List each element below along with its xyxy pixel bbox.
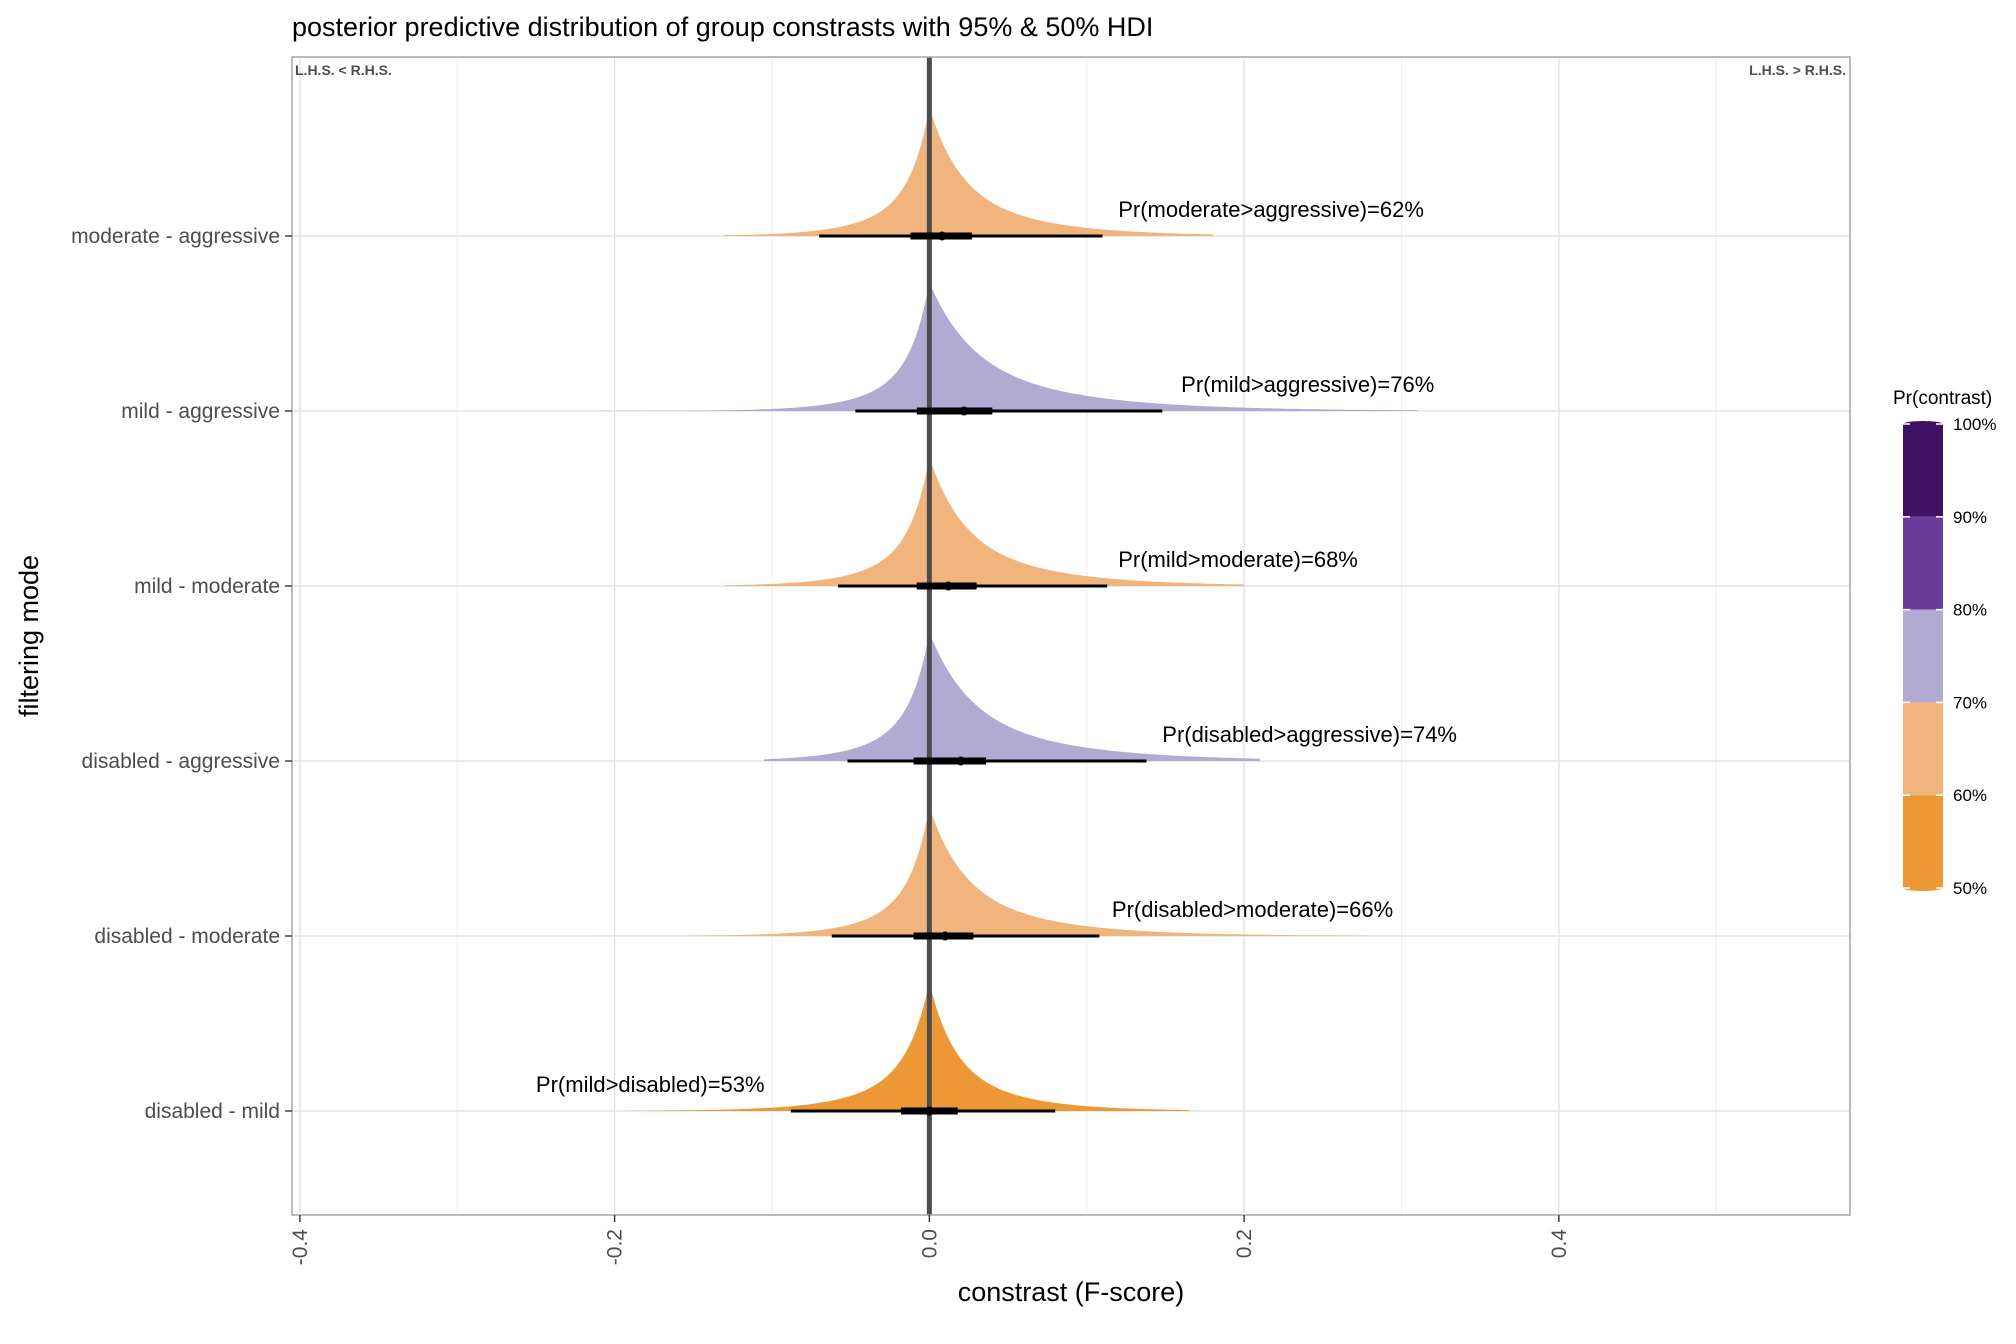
median-point: [943, 581, 953, 591]
probability-annotations: Pr(moderate>aggressive)=62% Pr(mild>aggre…: [536, 197, 1457, 1097]
x-axis: -0.4 -0.2 0.0 0.2 0.4: [289, 1215, 1571, 1265]
density-disabled-aggressive: [764, 634, 1260, 761]
legend-swatch: [1903, 424, 1943, 517]
probability-annotation: Pr(mild>aggressive)=76%: [1181, 372, 1434, 397]
x-tick-label: -0.4: [289, 1229, 312, 1266]
y-axis: moderate - aggressive mild - aggressive mi…: [71, 225, 292, 1123]
legend-swatch: [1903, 702, 1943, 796]
legend-swatch: [1903, 609, 1943, 703]
legend-label: 90%: [1953, 508, 1987, 527]
y-tick-label: moderate - aggressive: [71, 225, 280, 248]
legend-cap-bottom: [1903, 885, 1943, 891]
density-layer: [488, 108, 1418, 1111]
legend-swatch: [1903, 795, 1943, 888]
median-point: [924, 1106, 934, 1116]
legend-label: 60%: [1953, 786, 1987, 805]
legend-swatch: [1903, 516, 1943, 610]
probability-annotation: Pr(disabled>moderate)=66%: [1112, 897, 1393, 922]
y-tick-label: disabled - mild: [145, 1100, 280, 1123]
x-tick-label: -0.2: [604, 1229, 627, 1265]
x-axis-title: constrast (F-score): [958, 1277, 1185, 1307]
median-point: [959, 406, 969, 416]
y-tick-label: disabled - aggressive: [82, 750, 280, 773]
legend-label: 70%: [1953, 693, 1987, 712]
density-disabled-mild: [630, 983, 1189, 1111]
median-point: [940, 931, 950, 941]
median-point: [937, 231, 947, 241]
x-tick-label: 0.0: [918, 1229, 941, 1258]
x-tick-label: 0.4: [1548, 1229, 1571, 1259]
y-tick-label: mild - moderate: [134, 575, 280, 598]
hdi-intervals: [790, 231, 1163, 1116]
probability-annotation: Pr(moderate>aggressive)=62%: [1118, 197, 1424, 222]
legend-label: 80%: [1953, 601, 1987, 620]
legend-label: 100%: [1953, 415, 1996, 434]
chart-title: posterior predictive distribution of gro…: [292, 12, 1153, 42]
density-disabled-moderate: [488, 812, 1402, 936]
y-tick-label: mild - aggressive: [121, 400, 280, 423]
legend-label: 50%: [1953, 879, 1987, 898]
y-tick-label: disabled - moderate: [94, 925, 280, 948]
density-moderate-aggressive: [724, 108, 1213, 236]
probability-annotation: Pr(mild>disabled)=53%: [536, 1072, 765, 1097]
legend-title: Pr(contrast): [1893, 388, 1992, 409]
legend-cap-top: [1903, 421, 1943, 427]
y-axis-title: filtering mode: [14, 555, 44, 717]
density-mild-moderate: [724, 460, 1245, 586]
plot-panel-border: [291, 56, 1851, 1216]
corner-label-right: L.H.S. > R.H.S.: [1749, 62, 1846, 78]
probability-annotation: Pr(mild>moderate)=68%: [1118, 547, 1358, 572]
legend: Pr(contrast) 100% 90% 80% 70% 60% 50%: [1893, 388, 1996, 898]
density-mild-aggressive: [598, 283, 1418, 411]
x-tick-label: 0.2: [1233, 1229, 1256, 1258]
probability-annotation: Pr(disabled>aggressive)=74%: [1162, 722, 1457, 747]
median-point: [956, 756, 966, 766]
corner-label-left: L.H.S. < R.H.S.: [295, 62, 392, 78]
